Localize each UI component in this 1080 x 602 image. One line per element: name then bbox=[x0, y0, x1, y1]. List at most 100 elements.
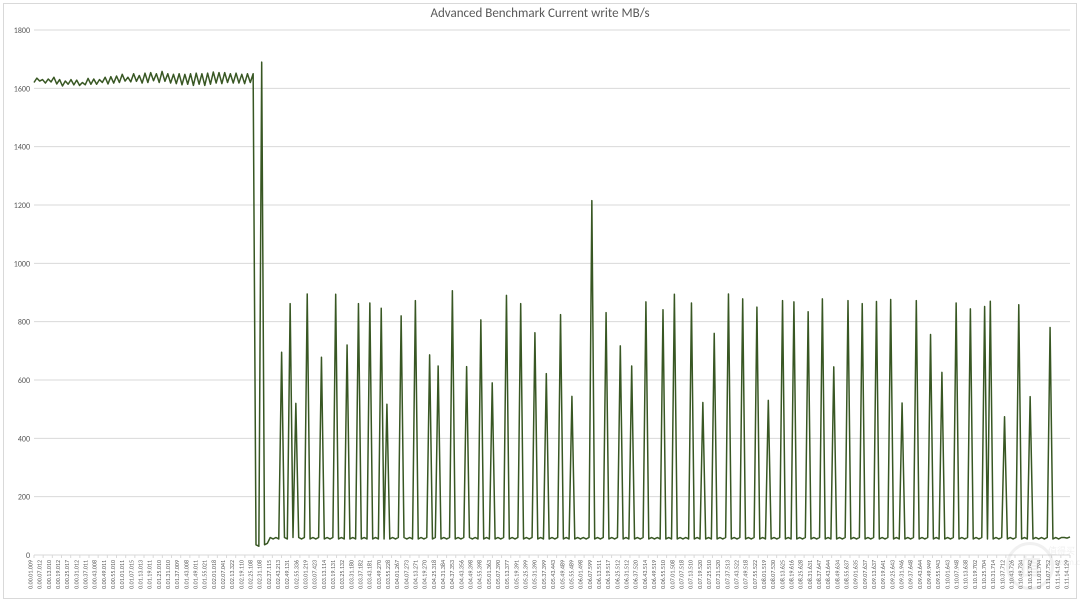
svg-text:0.06.49.519: 0.06.49.519 bbox=[650, 560, 658, 589]
svg-text:0.04.43.356: 0.04.43.356 bbox=[457, 560, 465, 589]
svg-text:0.00.49.011: 0.00.49.011 bbox=[100, 560, 108, 589]
svg-text:0.06.43.514: 0.06.43.514 bbox=[641, 560, 649, 589]
svg-text:0.07.31.520: 0.07.31.520 bbox=[714, 560, 722, 589]
svg-text:0.03.13.114: 0.03.13.114 bbox=[320, 560, 328, 589]
svg-text:0.03.19.131: 0.03.19.131 bbox=[329, 560, 337, 589]
svg-text:0.01.31.010: 0.01.31.010 bbox=[164, 560, 172, 589]
svg-text:0.09.55.943: 0.09.55.943 bbox=[934, 560, 942, 589]
svg-text:0.10.07.948: 0.10.07.948 bbox=[952, 560, 960, 589]
svg-text:0.09.37.648: 0.09.37.648 bbox=[907, 560, 915, 589]
svg-text:0.00.01.009: 0.00.01.009 bbox=[27, 560, 35, 589]
svg-text:0.08.55.637: 0.08.55.637 bbox=[842, 560, 850, 589]
svg-text:0.06.55.510: 0.06.55.510 bbox=[659, 560, 667, 589]
svg-text:0.08.25.628: 0.08.25.628 bbox=[797, 560, 805, 589]
svg-text:0.05.19.391: 0.05.19.391 bbox=[512, 560, 520, 589]
svg-text:0.01.37.009: 0.01.37.009 bbox=[173, 560, 181, 589]
svg-text:0.00.13.010: 0.00.13.010 bbox=[45, 560, 53, 589]
svg-text:0.07.55.522: 0.07.55.522 bbox=[751, 560, 759, 589]
svg-text:0.00.55.010: 0.00.55.010 bbox=[109, 560, 117, 589]
svg-text:0.01.49.011: 0.01.49.011 bbox=[192, 560, 200, 589]
svg-text:0.03.55.228: 0.03.55.228 bbox=[384, 560, 392, 589]
svg-text:600: 600 bbox=[18, 376, 30, 386]
svg-text:0.11.07.752: 0.11.07.752 bbox=[1044, 560, 1052, 589]
svg-text:0.00.37.011: 0.00.37.011 bbox=[82, 560, 90, 589]
svg-text:0.05.31.390: 0.05.31.390 bbox=[531, 560, 539, 589]
svg-text:0.09.31.946: 0.09.31.946 bbox=[897, 560, 905, 589]
svg-text:0.06.31.512: 0.06.31.512 bbox=[622, 560, 630, 589]
svg-text:0.02.19.110: 0.02.19.110 bbox=[237, 560, 245, 589]
svg-text:0.07.49.518: 0.07.49.518 bbox=[742, 560, 750, 589]
svg-text:0.00.07.012: 0.00.07.012 bbox=[36, 560, 44, 589]
svg-text:400: 400 bbox=[18, 434, 30, 444]
svg-text:1600: 1600 bbox=[14, 84, 30, 94]
svg-text:0.03.07.423: 0.03.07.423 bbox=[311, 560, 319, 589]
svg-text:0.02.49.131: 0.02.49.131 bbox=[283, 560, 291, 589]
svg-text:0.01.25.010: 0.01.25.010 bbox=[155, 560, 163, 589]
svg-text:0.01.13.013: 0.01.13.013 bbox=[137, 560, 145, 589]
svg-text:0.10.37.712: 0.10.37.712 bbox=[998, 560, 1006, 589]
svg-text:0.09.13.637: 0.09.13.637 bbox=[870, 560, 878, 589]
svg-text:0.07.37.513: 0.07.37.513 bbox=[723, 560, 731, 589]
svg-text:0.04.25.318: 0.04.25.318 bbox=[430, 560, 438, 589]
svg-text:0.05.07.390: 0.05.07.390 bbox=[494, 560, 502, 589]
svg-text:0.02.43.213: 0.02.43.213 bbox=[274, 560, 282, 589]
svg-text:0.07.01.508: 0.07.01.508 bbox=[668, 560, 676, 589]
svg-text:0.08.49.634: 0.08.49.634 bbox=[833, 560, 841, 589]
svg-text:0.10.25.704: 0.10.25.704 bbox=[980, 560, 988, 589]
svg-text:0.08.13.625: 0.08.13.625 bbox=[778, 560, 786, 589]
svg-text:0.00.43.008: 0.00.43.008 bbox=[91, 560, 99, 589]
svg-text:0.05.13.377: 0.05.13.377 bbox=[503, 560, 511, 589]
svg-text:0.04.01.267: 0.04.01.267 bbox=[393, 560, 401, 589]
svg-text:800: 800 bbox=[18, 318, 30, 328]
svg-text:0.06.13.511: 0.06.13.511 bbox=[595, 560, 603, 589]
svg-text:0.00.19.012: 0.00.19.012 bbox=[54, 560, 62, 589]
svg-text:0.07.13.510: 0.07.13.510 bbox=[687, 560, 695, 589]
svg-text:0.07.43.522: 0.07.43.522 bbox=[732, 560, 740, 589]
svg-text:0.01.01.011: 0.01.01.011 bbox=[118, 560, 126, 589]
svg-text:0.09.43.644: 0.09.43.644 bbox=[916, 560, 924, 589]
svg-text:0.06.07.599: 0.06.07.599 bbox=[586, 560, 594, 589]
svg-text:0.05.01.363: 0.05.01.363 bbox=[485, 560, 493, 589]
svg-text:0.07.19.520: 0.07.19.520 bbox=[696, 560, 704, 589]
svg-text:0.11.01.794: 0.11.01.794 bbox=[1035, 560, 1043, 589]
svg-text:0.00.25.017: 0.00.25.017 bbox=[63, 560, 71, 589]
svg-text:0.10.43.726: 0.10.43.726 bbox=[1007, 560, 1015, 589]
svg-text:0.02.37.115: 0.02.37.115 bbox=[265, 560, 273, 589]
svg-text:0.09.07.637: 0.09.07.637 bbox=[861, 560, 869, 589]
svg-text:0.04.07.273: 0.04.07.273 bbox=[402, 560, 410, 589]
svg-text:0.10.31.714: 0.10.31.714 bbox=[989, 560, 997, 589]
svg-text:0.07.07.518: 0.07.07.518 bbox=[677, 560, 685, 589]
svg-text:0.08.01.519: 0.08.01.519 bbox=[760, 560, 768, 589]
svg-text:0.08.19.616: 0.08.19.616 bbox=[787, 560, 795, 589]
svg-text:0.02.01.018: 0.02.01.018 bbox=[210, 560, 218, 589]
svg-text:0.09.19.641: 0.09.19.641 bbox=[879, 560, 887, 589]
svg-text:1800: 1800 bbox=[14, 26, 30, 36]
svg-text:0.11.14.142: 0.11.14.142 bbox=[1053, 560, 1061, 589]
svg-text:0.01.19.011: 0.01.19.011 bbox=[146, 560, 154, 589]
svg-text:200: 200 bbox=[18, 493, 30, 503]
svg-text:0.03.25.132: 0.03.25.132 bbox=[338, 560, 346, 589]
svg-text:0.10.55.742: 0.10.55.742 bbox=[1026, 560, 1034, 589]
svg-text:0.10.49.734: 0.10.49.734 bbox=[1017, 560, 1025, 589]
svg-text:0.10.01.643: 0.10.01.643 bbox=[943, 560, 951, 589]
svg-text:0.02.31.108: 0.02.31.108 bbox=[256, 560, 264, 589]
svg-text:1000: 1000 bbox=[14, 259, 30, 269]
svg-text:0.02.13.322: 0.02.13.322 bbox=[228, 560, 236, 589]
svg-text:0.08.37.647: 0.08.37.647 bbox=[815, 560, 823, 589]
svg-text:0.03.49.270: 0.03.49.270 bbox=[375, 560, 383, 589]
svg-text:1200: 1200 bbox=[14, 201, 30, 211]
svg-text:1400: 1400 bbox=[14, 143, 30, 153]
svg-text:0.05.49.489: 0.05.49.489 bbox=[558, 560, 566, 589]
svg-text:0.04.31.384: 0.04.31.384 bbox=[439, 560, 447, 589]
svg-text:0.05.37.399: 0.05.37.399 bbox=[540, 560, 548, 589]
svg-text:0.03.43.181: 0.03.43.181 bbox=[366, 560, 374, 589]
svg-text:0.01.55.021: 0.01.55.021 bbox=[201, 560, 209, 589]
svg-text:0.09.01.635: 0.09.01.635 bbox=[852, 560, 860, 589]
svg-text:0.01.07.015: 0.01.07.015 bbox=[127, 560, 135, 589]
svg-text:0.03.37.182: 0.03.37.182 bbox=[357, 560, 365, 589]
svg-text:0.00.31.012: 0.00.31.012 bbox=[72, 560, 80, 589]
svg-text:0.05.55.489: 0.05.55.489 bbox=[567, 560, 575, 589]
svg-text:0.04.13.271: 0.04.13.271 bbox=[412, 560, 420, 589]
svg-text:0.06.19.517: 0.06.19.517 bbox=[604, 560, 612, 589]
svg-text:0.09.25.643: 0.09.25.643 bbox=[888, 560, 896, 589]
